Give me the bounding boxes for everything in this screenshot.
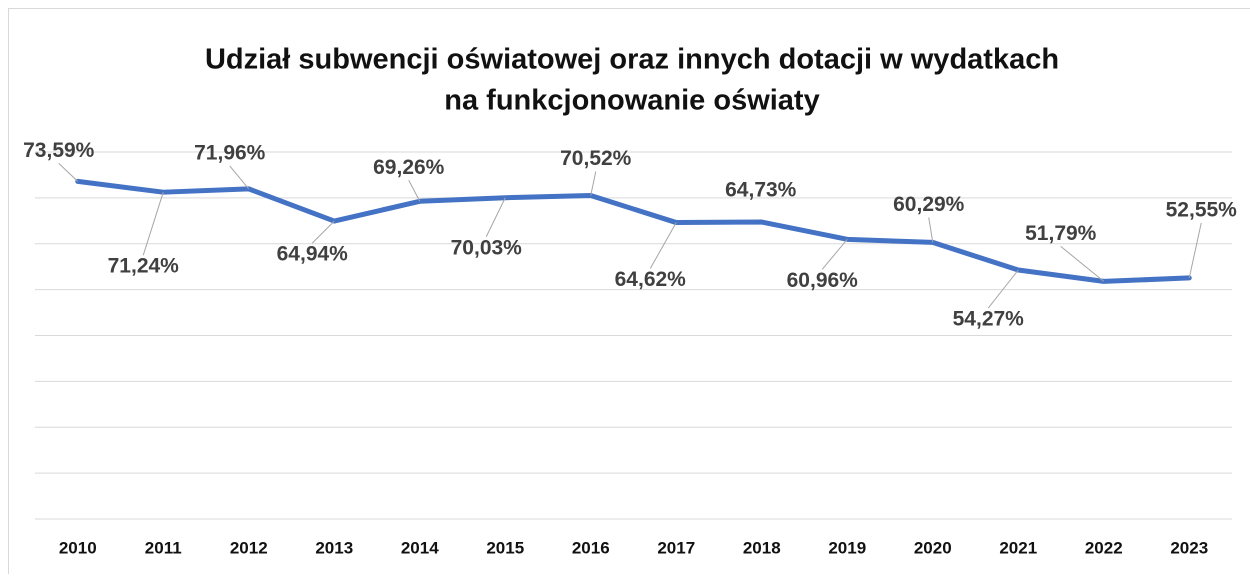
data-label: 64,62% [615,268,687,291]
x-tick-label: 2018 [743,538,781,557]
data-label: 64,94% [277,243,349,266]
x-tick-label: 2012 [230,538,268,557]
x-tick-label: 2011 [145,538,182,557]
data-label: 70,52% [560,147,632,170]
x-tick-label: 2017 [657,538,695,557]
chart-title: na funkcjonowanie oświaty [444,85,819,117]
x-tick-label: 2019 [828,538,866,557]
x-tick-label: 2023 [1170,538,1208,557]
x-tick-label: 2013 [315,538,353,557]
x-tick-label: 2014 [401,538,439,557]
data-label: 70,03% [451,236,523,259]
data-label: 73,59% [23,139,95,162]
x-tick-label: 2022 [1085,538,1123,557]
data-label: 69,26% [373,156,445,179]
data-label: 60,96% [787,269,859,292]
data-label: 52,55% [1166,198,1238,221]
x-tick-label: 2021 [999,538,1037,557]
x-tick-label: 2015 [486,538,524,557]
x-tick-label: 2016 [572,538,610,557]
data-label: 51,79% [1025,222,1097,245]
x-tick-label: 2010 [59,538,97,557]
data-label: 60,29% [893,193,965,216]
x-tick-label: 2020 [914,538,952,557]
data-label: 64,73% [725,179,797,202]
data-label: 71,96% [194,141,266,164]
data-label: 54,27% [953,308,1025,331]
data-label: 71,24% [108,255,180,278]
chart-title: Udział subwencji oświatowej oraz innych … [205,44,1059,76]
